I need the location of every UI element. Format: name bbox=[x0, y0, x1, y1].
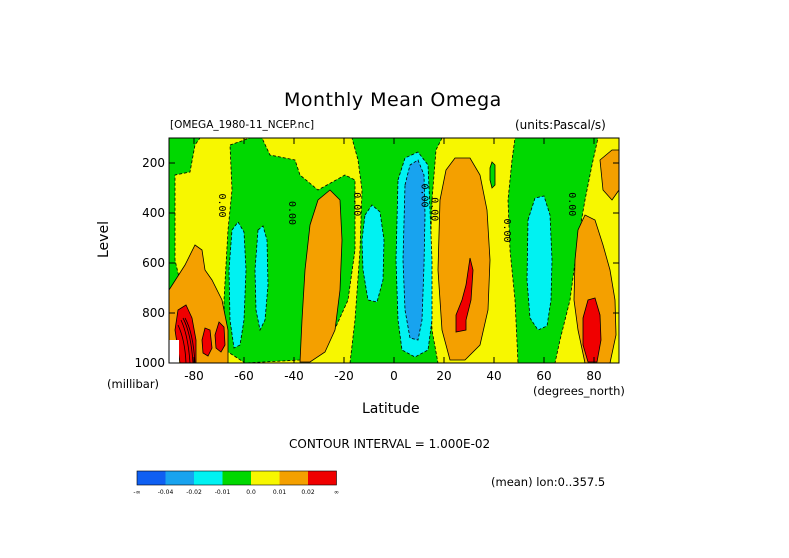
y-tick-label: 800 bbox=[142, 306, 165, 320]
contour-region-red bbox=[455, 257, 474, 333]
contour-label: 0.00 bbox=[429, 197, 440, 221]
y-tick-label: 400 bbox=[142, 206, 165, 220]
x-tick-label: -20 bbox=[334, 369, 354, 383]
colorbar-label: ∞ bbox=[334, 489, 339, 496]
y-tick-label: 600 bbox=[142, 256, 165, 270]
x-tick-label: -40 bbox=[284, 369, 304, 383]
contour-region-orange bbox=[299, 189, 343, 363]
contour-label: 0.00 bbox=[216, 193, 227, 217]
colorbar-label: 0.0 bbox=[246, 489, 256, 496]
colorbar-cell bbox=[222, 471, 251, 485]
x-tick-label: 0 bbox=[390, 369, 398, 383]
units-label: (units:Pascal/s) bbox=[515, 118, 606, 132]
x-tick-label: 80 bbox=[586, 369, 601, 383]
missing-data-patch bbox=[169, 340, 179, 363]
colorbar-label: -0.01 bbox=[215, 489, 231, 496]
colorbar-cell bbox=[308, 471, 337, 485]
x-axis-units: (degrees_north) bbox=[533, 384, 625, 398]
x-tick-label: -60 bbox=[234, 369, 254, 383]
contour-label: 0.00 bbox=[501, 218, 512, 242]
chart-title: Monthly Mean Omega bbox=[284, 89, 502, 111]
colorbar-cell bbox=[165, 471, 194, 485]
contour-region-cyan bbox=[526, 195, 553, 331]
colorbar-cell bbox=[251, 471, 280, 485]
dense-contour-lines bbox=[177, 317, 196, 363]
colorbar-label: -0.02 bbox=[186, 489, 202, 496]
y-tick-label: 1000 bbox=[134, 356, 165, 370]
contour-region-cyan bbox=[361, 204, 385, 303]
contour-label: 0.00 bbox=[419, 183, 430, 207]
contour-region-cyan bbox=[228, 221, 247, 349]
x-tick-label: 60 bbox=[536, 369, 551, 383]
colorbar-label: 0.01 bbox=[273, 489, 287, 496]
y-tick-label: 200 bbox=[142, 156, 165, 170]
file-label: [OMEGA_1980-11_NCEP.nc] bbox=[170, 119, 315, 131]
contour-region-red bbox=[214, 321, 226, 353]
y-axis-units: (millibar) bbox=[107, 377, 160, 391]
contour-region-cyan bbox=[254, 225, 269, 332]
contour-region-red bbox=[201, 327, 213, 357]
contour-label: 0.00 bbox=[286, 201, 297, 225]
colorbar-cell bbox=[137, 471, 166, 485]
contour-label: 0.00 bbox=[351, 192, 362, 216]
contour-label: 0.00 bbox=[566, 192, 577, 216]
mean-note: (mean) lon:0..357.5 bbox=[491, 475, 606, 489]
contour-interval-text: CONTOUR INTERVAL = 1.000E-02 bbox=[289, 437, 491, 451]
colorbar-frame bbox=[136, 470, 337, 486]
colorbar-label: -∞ bbox=[133, 489, 140, 496]
x-axis-title: Latitude bbox=[362, 401, 420, 417]
x-tick-label: 20 bbox=[436, 369, 451, 383]
colorbar-label: -0.04 bbox=[158, 489, 174, 496]
x-tick-label: 40 bbox=[486, 369, 501, 383]
contour-region-orange bbox=[437, 157, 491, 361]
contour-region-green bbox=[489, 161, 496, 189]
contour-region-blue bbox=[402, 159, 426, 341]
colorbar-cell bbox=[279, 471, 308, 485]
contour-region-red bbox=[582, 297, 602, 363]
x-tick-label: -80 bbox=[184, 369, 204, 383]
colorbar-label: 0.02 bbox=[301, 489, 315, 496]
colorbar-cell bbox=[194, 471, 223, 485]
